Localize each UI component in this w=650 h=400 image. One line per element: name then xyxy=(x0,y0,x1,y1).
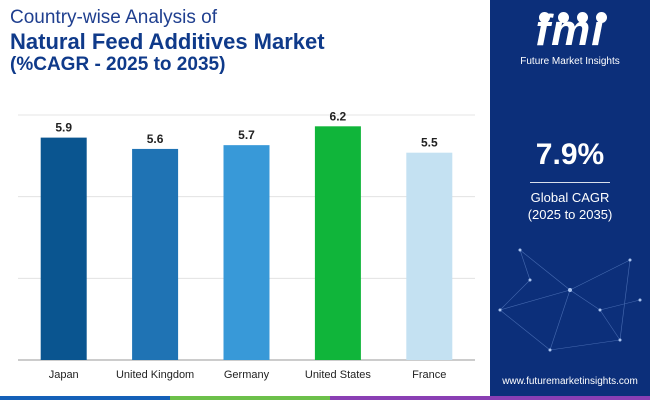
value-label: 5.6 xyxy=(147,132,164,146)
value-label: 5.7 xyxy=(238,128,255,142)
title-line-3: (%CAGR - 2025 to 2035) xyxy=(10,54,226,75)
title-line-2: Natural Feed Additives Market xyxy=(10,29,325,54)
logo-icons xyxy=(530,10,616,24)
global-cagr-label: Global CAGR xyxy=(530,190,610,205)
global-cagr-value: 7.9% xyxy=(535,138,605,171)
category-label: Japan xyxy=(49,369,79,381)
bar-united-states xyxy=(314,126,361,360)
fmi-logo: fmi Future Market Insights xyxy=(490,6,650,68)
bar-france xyxy=(406,152,453,360)
category-label: United States xyxy=(305,369,372,381)
category-label: United Kingdom xyxy=(116,369,194,381)
footer-segment-purple xyxy=(330,396,650,400)
cagr-divider xyxy=(530,182,610,183)
bar-japan xyxy=(40,137,87,360)
network-graphic xyxy=(498,248,642,352)
side-panel: fmi Future Market Insights 7.9% Global C… xyxy=(490,0,650,400)
bar-germany xyxy=(223,145,270,360)
bar-united-kingdom xyxy=(132,148,179,360)
bar-chart: 5.9 Japan 5.6 United Kingdom 5.7 Germany 6.2 Un… xyxy=(18,109,475,381)
category-label: France xyxy=(412,369,446,381)
logo-subtitle: Future Market Insights xyxy=(520,56,620,67)
global-cagr-period: (2025 to 2035) xyxy=(527,207,613,222)
website-url[interactable]: www.futuremarketinsights.com xyxy=(502,376,638,387)
footer-segment-blue xyxy=(0,396,170,400)
category-label: Germany xyxy=(224,369,270,381)
footer-segment-green xyxy=(170,396,330,400)
labels: 5.9 Japan 5.6 United Kingdom 5.7 Germany 6.2 Un… xyxy=(49,109,447,381)
value-label: 5.9 xyxy=(55,121,72,135)
footer-color-bar xyxy=(0,396,650,400)
value-label: 6.2 xyxy=(330,109,347,123)
chart-title-block: Country-wise Analysis of Natural Feed Ad… xyxy=(10,6,480,76)
title-line-1: Country-wise Analysis of xyxy=(10,7,217,28)
bars xyxy=(40,126,453,360)
value-label: 5.5 xyxy=(421,136,438,150)
